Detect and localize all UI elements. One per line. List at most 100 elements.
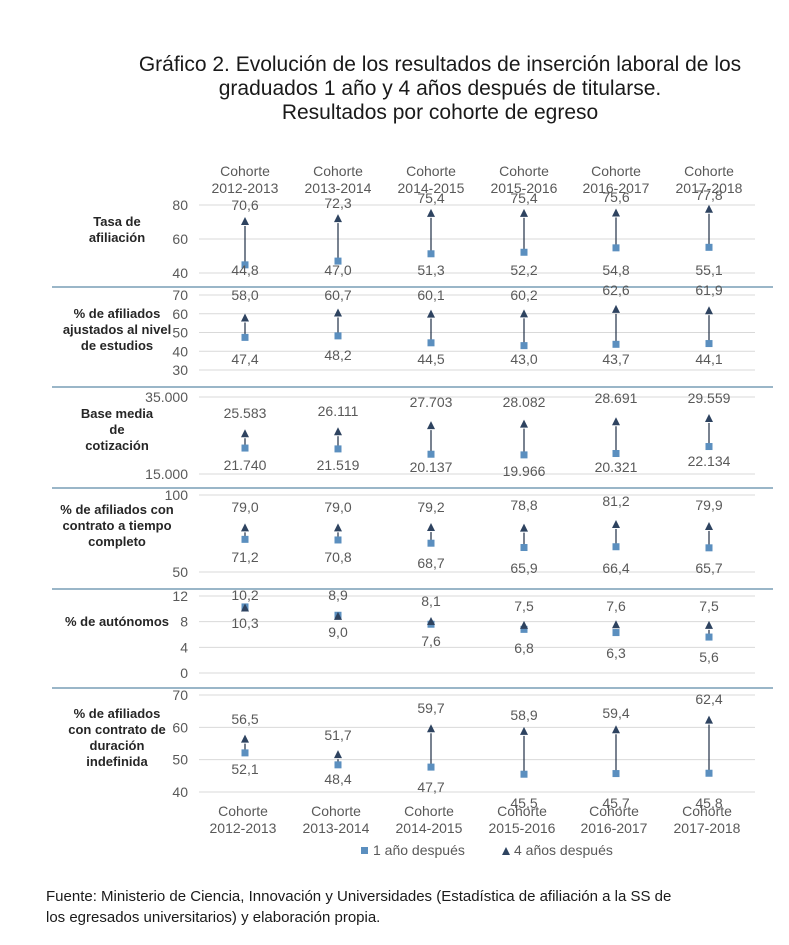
point-one-year-1-4 (612, 340, 620, 348)
panel-label-3-0: % de afiliados con (60, 502, 173, 517)
top-cohort-label-5-1: 2017-2018 (676, 180, 743, 196)
point-one-year-1-2 (427, 339, 435, 347)
y-tick-label-1-1: 60 (172, 306, 188, 322)
label-four-years-2-1: 26.111 (318, 403, 359, 419)
label-one-year-0-2: 51,3 (417, 262, 444, 278)
point-one-year-4-5 (705, 633, 713, 641)
label-four-years-3-4: 81,2 (602, 493, 629, 509)
point-one-year-4-4 (612, 629, 620, 637)
label-four-years-5-5: 62,4 (695, 691, 722, 707)
point-one-year-1-3 (520, 342, 528, 350)
top-cohort-label-2-1: 2014-2015 (398, 180, 465, 196)
point-four-years-4-1 (334, 611, 342, 620)
label-one-year-0-5: 55,1 (695, 262, 722, 278)
bottom-cohort-label-2-1: 2014-2015 (396, 820, 463, 836)
bottom-cohort-label-3-0: Cohorte (497, 803, 547, 819)
label-four-years-3-3: 78,8 (510, 497, 537, 513)
point-four-years-3-5 (705, 521, 713, 530)
point-one-year-1-1 (334, 332, 342, 340)
y-tick-label-5-2: 50 (172, 752, 188, 768)
chart-title-line-3: Resultados por cohorte de egreso (281, 101, 599, 124)
legend-one-year-label: 1 año después (373, 842, 465, 858)
y-tick-label-0-2: 40 (172, 265, 188, 281)
source-line-2: los egresados universitarios) y elaborac… (46, 909, 381, 926)
point-four-years-1-1 (334, 308, 342, 317)
point-four-years-3-1 (334, 523, 342, 532)
label-one-year-1-3: 43,0 (510, 351, 537, 367)
panel-label-0-1: afiliación (89, 230, 145, 245)
chart-area: Cohorte2012-2013Cohorte2013-2014Cohorte2… (52, 163, 773, 858)
top-cohort-label-5-0: Cohorte (684, 163, 734, 179)
point-one-year-2-5 (705, 443, 713, 451)
point-four-years-2-5 (705, 413, 713, 422)
label-one-year-1-4: 43,7 (602, 351, 629, 367)
label-one-year-3-3: 65,9 (510, 560, 537, 576)
label-four-years-5-4: 59,4 (602, 705, 629, 721)
panel-label-4-0: % de autónomos (65, 614, 169, 629)
label-one-year-5-3: 45,5 (510, 795, 537, 811)
point-one-year-0-0 (241, 261, 249, 269)
panel-label-3-1: contrato a tiempo (62, 518, 171, 533)
label-four-years-1-3: 60,2 (510, 287, 537, 303)
label-four-years-2-3: 28.082 (503, 394, 546, 410)
bottom-cohort-label-5-1: 2017-2018 (674, 820, 741, 836)
label-one-year-4-5: 5,6 (699, 649, 719, 665)
y-tick-label-4-0: 12 (172, 588, 188, 604)
point-one-year-0-4 (612, 244, 620, 252)
point-one-year-5-4 (612, 770, 620, 778)
point-four-years-1-4 (612, 304, 620, 313)
label-four-years-5-1: 51,7 (324, 727, 351, 743)
y-tick-label-1-0: 70 (172, 287, 188, 303)
bottom-cohort-label-1-1: 2013-2014 (303, 820, 370, 836)
label-one-year-5-4: 45,7 (602, 795, 629, 811)
label-four-years-3-5: 79,9 (695, 497, 722, 513)
point-four-years-0-0 (241, 216, 249, 225)
label-one-year-1-0: 47,4 (231, 351, 258, 367)
label-one-year-2-2: 20.137 (410, 459, 453, 475)
y-tick-label-4-3: 0 (180, 665, 188, 681)
point-one-year-4-3 (520, 625, 528, 633)
label-four-years-1-1: 60,7 (324, 287, 351, 303)
point-one-year-3-4 (612, 543, 620, 551)
point-four-years-3-3 (520, 523, 528, 532)
panel-label-5-1: con contrato de (68, 722, 166, 737)
point-one-year-2-2 (427, 450, 435, 458)
label-one-year-3-0: 71,2 (231, 549, 258, 565)
point-four-years-2-2 (427, 421, 435, 430)
label-four-years-4-1: 8,9 (328, 587, 348, 603)
label-four-years-1-4: 62,6 (602, 282, 629, 298)
bottom-cohort-label-3-1: 2015-2016 (489, 820, 556, 836)
point-one-year-0-5 (705, 243, 713, 251)
label-four-years-4-3: 7,5 (514, 598, 534, 614)
point-four-years-0-5 (705, 204, 713, 213)
legend-four-years-marker (502, 847, 510, 855)
point-one-year-3-1 (334, 536, 342, 544)
panel-label-1-0: % de afiliados (74, 306, 161, 321)
label-four-years-1-5: 61,9 (695, 282, 722, 298)
label-one-year-2-5: 22.134 (688, 453, 731, 469)
panel-label-5-3: indefinida (86, 754, 148, 769)
label-one-year-0-1: 47,0 (324, 262, 351, 278)
point-one-year-3-0 (241, 535, 249, 543)
point-one-year-2-4 (612, 450, 620, 458)
label-one-year-3-1: 70,8 (324, 549, 351, 565)
point-four-years-5-0 (241, 734, 249, 743)
point-four-years-3-4 (612, 519, 620, 528)
point-four-years-4-4 (612, 620, 620, 629)
point-one-year-5-5 (705, 769, 713, 777)
label-one-year-4-4: 6,3 (606, 645, 626, 661)
point-four-years-1-3 (520, 309, 528, 318)
panel-label-5-2: duración (90, 738, 145, 753)
point-four-years-5-1 (334, 750, 342, 759)
y-tick-label-4-2: 4 (180, 639, 188, 655)
label-one-year-5-1: 48,4 (324, 771, 351, 787)
label-one-year-1-1: 48,2 (324, 347, 351, 363)
y-tick-label-1-3: 40 (172, 343, 188, 359)
label-four-years-4-0: 10,2 (231, 587, 258, 603)
label-four-years-3-2: 79,2 (417, 499, 444, 515)
label-four-years-0-0: 70,6 (231, 197, 258, 213)
label-four-years-0-3: 75,4 (510, 190, 537, 206)
point-four-years-0-2 (427, 208, 435, 217)
label-one-year-5-2: 47,7 (417, 779, 444, 795)
legend-four-years-label: 4 años después (514, 842, 613, 858)
